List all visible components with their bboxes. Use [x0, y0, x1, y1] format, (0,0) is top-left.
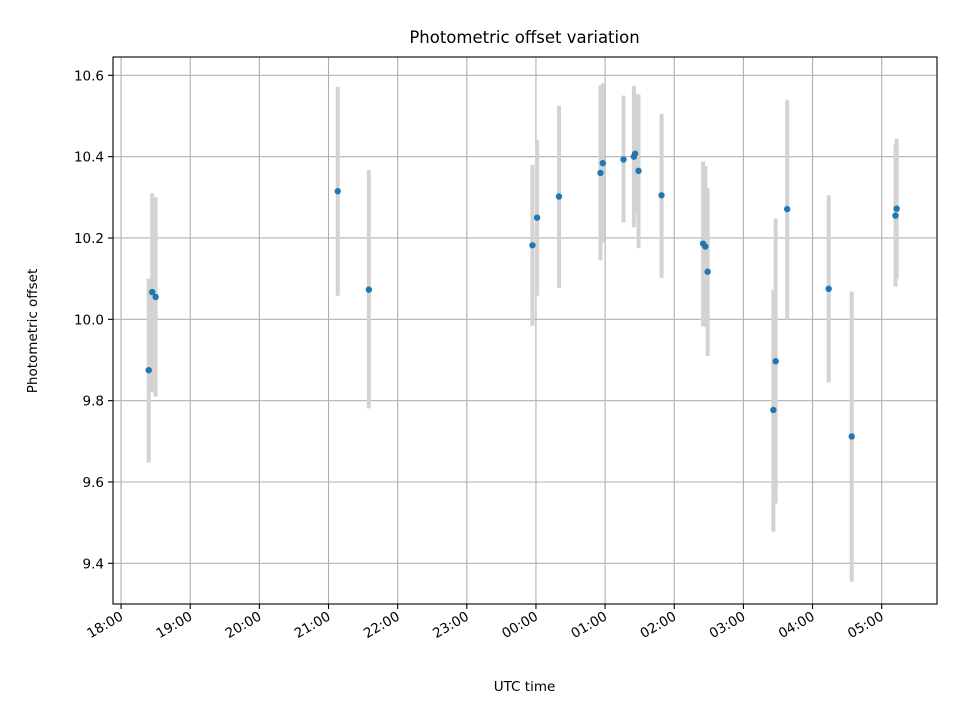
x-tick-label-0300: 03:00	[707, 609, 749, 642]
y-tick-label-10-0: 10.0	[74, 312, 104, 328]
x-tick-label-2000: 20:00	[223, 609, 265, 642]
x-tick-label-2200: 22:00	[361, 609, 403, 642]
data-point-10	[620, 156, 627, 163]
y-tick-label-9-6: 9.6	[83, 475, 104, 491]
x-axis: 18:00 19:00 20:00 21:00 22:00 23:00 00:00 01:00…	[84, 604, 887, 642]
x-tick-label-0400: 04:00	[776, 609, 818, 642]
y-tick-label-10-6: 10.6	[74, 68, 104, 84]
x-tick-label-0500: 05:00	[845, 609, 887, 642]
data-point-19	[772, 358, 779, 365]
data-point-6	[533, 214, 541, 221]
y-tick-label-10-2: 10.2	[74, 231, 104, 247]
data-point-13	[635, 167, 642, 175]
data-point-12	[631, 150, 639, 157]
data-point-24	[893, 205, 900, 212]
data-point-4	[365, 286, 373, 293]
y-axis-label: Photometric offset	[25, 269, 41, 393]
y-axis: 9.4 9.6 9.8 10.0 10.2 10.4 10.6	[74, 68, 113, 572]
data-point-22	[848, 433, 855, 440]
data-point-9	[599, 159, 606, 167]
x-axis-label: UTC time	[494, 679, 556, 695]
x-tick-label-1900: 19:00	[154, 609, 196, 642]
data-point-23	[892, 212, 899, 219]
x-tick-label-0200: 02:00	[638, 609, 680, 642]
grid	[113, 57, 937, 604]
x-tick-label-2300: 23:00	[430, 609, 472, 642]
data-point-17	[704, 268, 711, 275]
data-point-1	[148, 288, 156, 296]
data-point-16	[702, 243, 709, 250]
data-point-8	[597, 169, 604, 177]
errorbars	[146, 83, 899, 582]
x-tick-label-0100: 01:00	[568, 609, 610, 642]
axes-frame	[112, 56, 938, 605]
data-point-0	[145, 366, 152, 374]
data-point-14	[658, 192, 665, 199]
data-point-2	[152, 293, 159, 301]
chart-title: Photometric offset variation	[409, 28, 639, 47]
data-point-3	[334, 188, 341, 195]
y-tick-label-9-8: 9.8	[83, 394, 104, 410]
data-point-21	[825, 285, 832, 293]
x-tick-label-2100: 21:00	[292, 609, 334, 642]
x-tick-label-1800: 18:00	[84, 609, 126, 642]
data-point-7	[555, 193, 563, 200]
y-tick-label-9-4: 9.4	[83, 556, 104, 572]
y-tick-label-10-4: 10.4	[74, 150, 104, 166]
data-point-5	[529, 242, 536, 249]
x-tick-label-0000: 00:00	[499, 609, 541, 642]
data-points	[145, 150, 900, 440]
data-point-18	[770, 406, 777, 414]
data-point-20	[783, 205, 791, 213]
